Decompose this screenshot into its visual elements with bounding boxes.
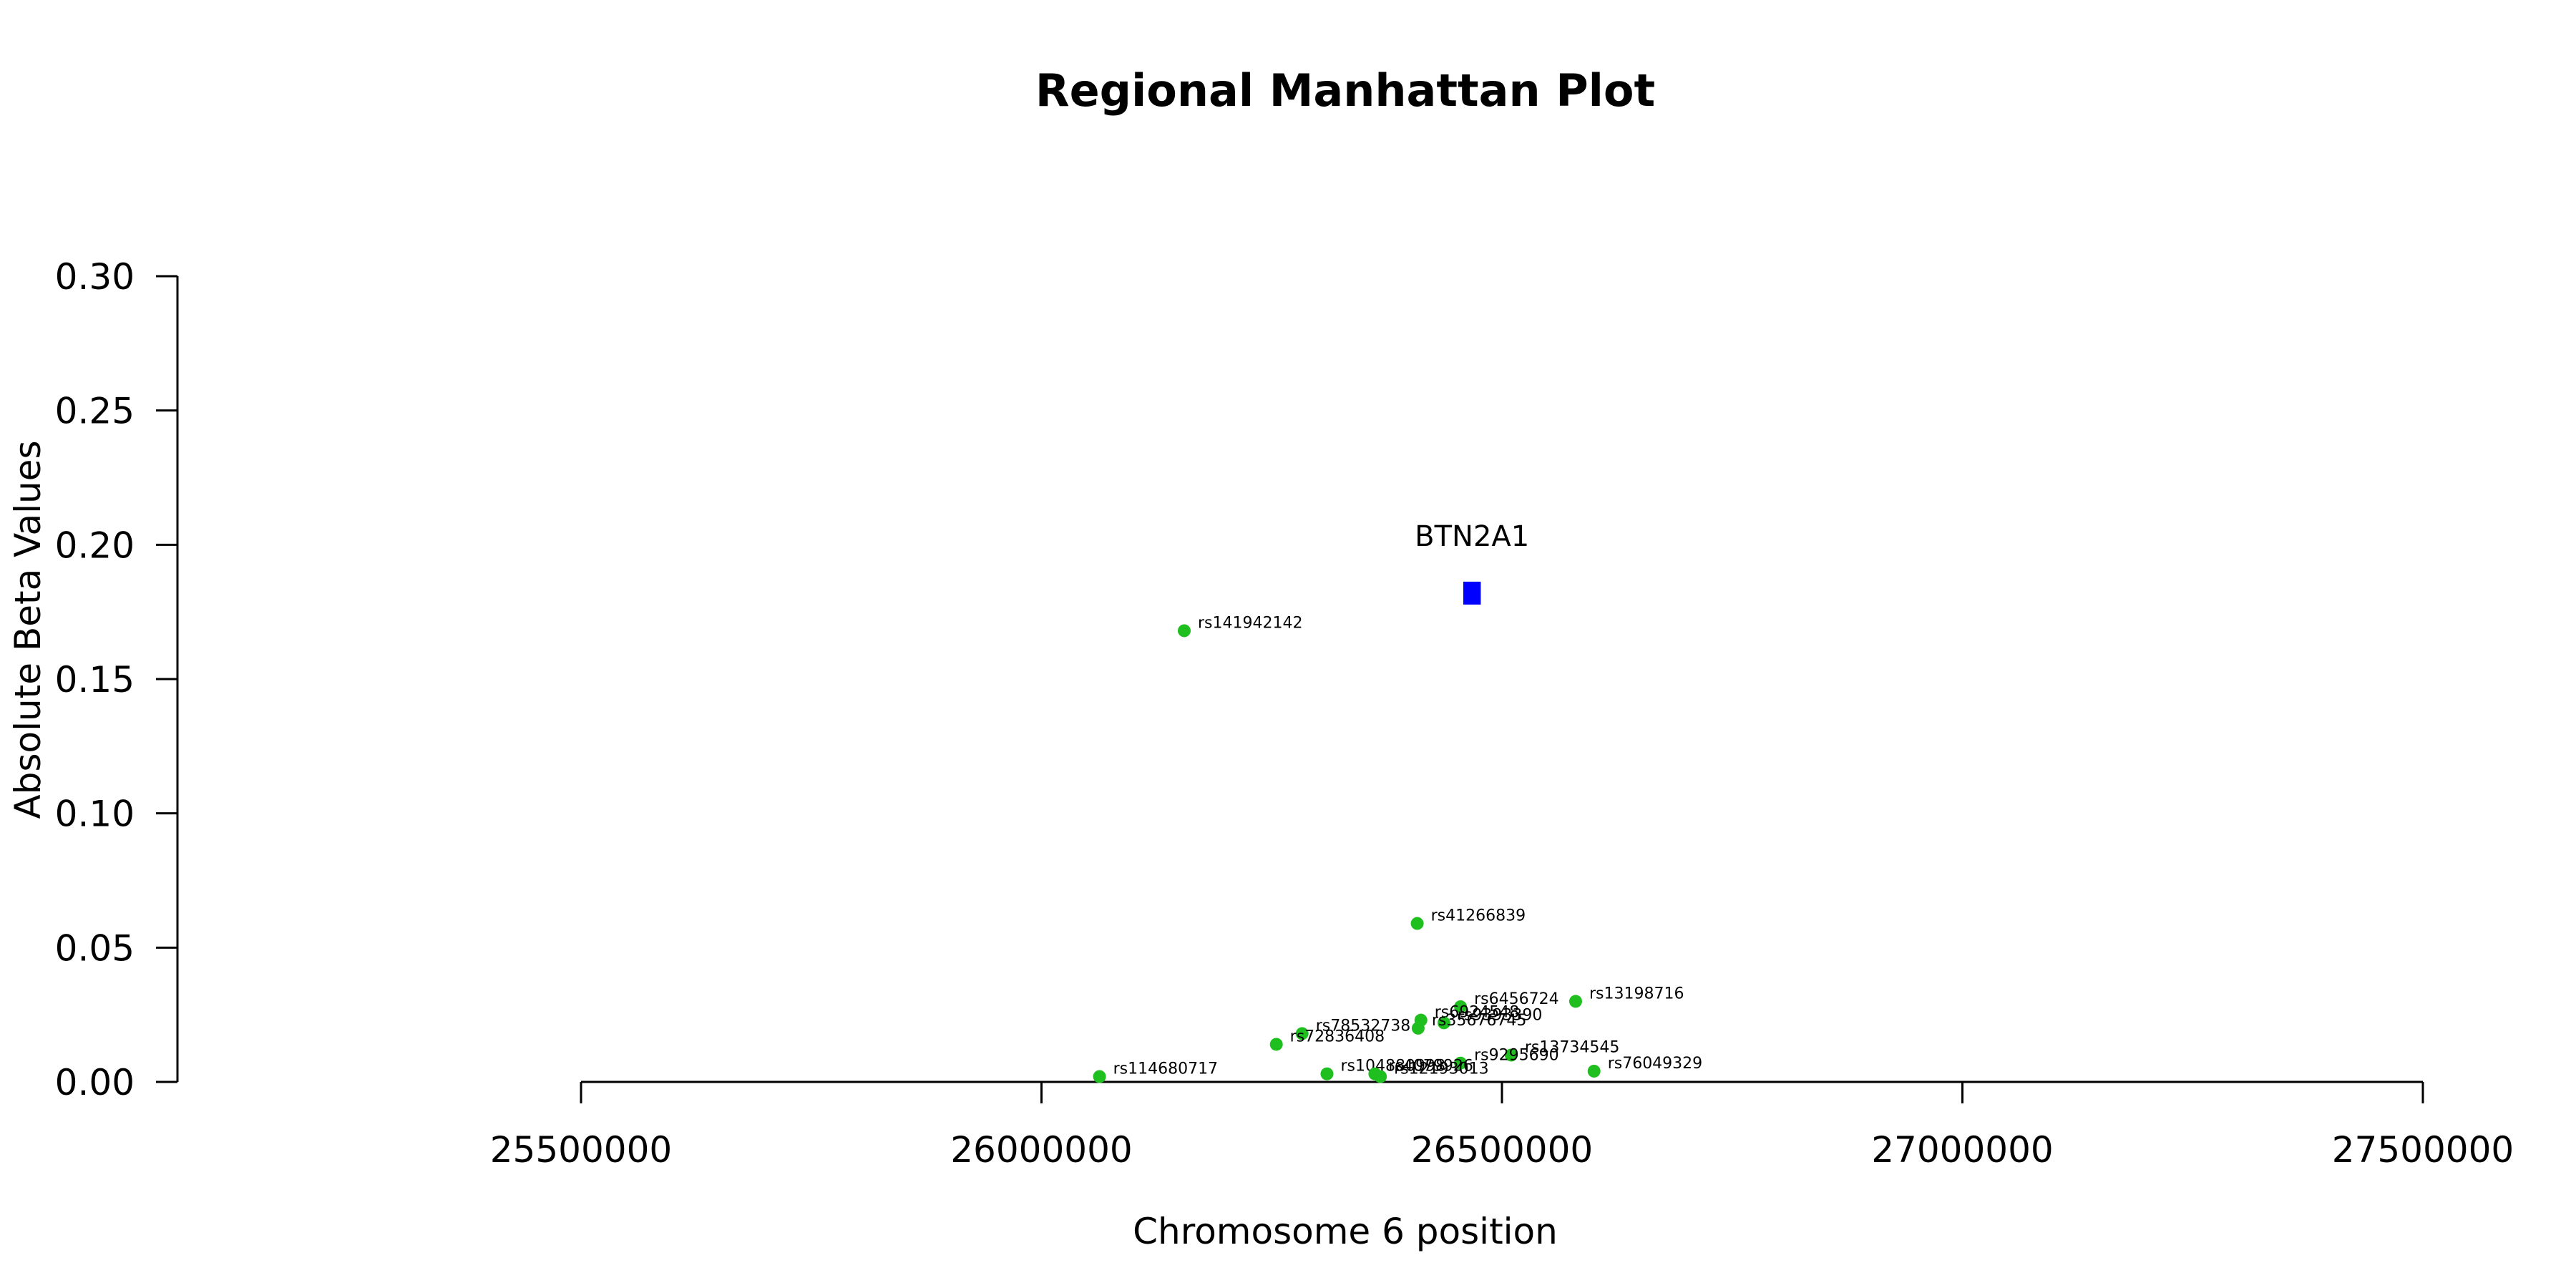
snp-point [1374,1070,1387,1083]
x-tick-label: 27000000 [1871,1129,2054,1171]
x-tick-label: 26000000 [950,1129,1133,1171]
snp-point [1568,995,1582,1008]
snp-point [1454,1056,1468,1070]
gene-label: BTN2A1 [1415,520,1529,553]
snp-label: rs72836408 [1290,1028,1385,1045]
gene-marker [1463,581,1481,605]
x-axis-label: Chromosome 6 position [1133,1211,1558,1252]
snp-point [1411,1021,1425,1035]
snp-label: rs78532738 [1316,1017,1410,1035]
gene-layer: BTN2A1 [1415,520,1529,605]
snp-label: rs114680717 [1113,1060,1218,1078]
snp-point [1295,1027,1309,1040]
y-tick-label: 0.30 [55,256,135,298]
snp-label: rs141942142 [1198,614,1302,632]
snp-point [1437,1016,1450,1030]
snp-label: rs13198716 [1589,985,1684,1002]
snp-label: rs13734545 [1525,1038,1619,1056]
snp-label: rs6456724 [1474,990,1559,1008]
snp-point [1093,1070,1106,1083]
y-axis-label: Absolute Beta Values [7,441,49,819]
x-tick-label: 26500000 [1411,1129,1594,1171]
snp-point [1410,917,1424,930]
snp-label: rs12193013 [1394,1060,1488,1078]
snp-label: rs104880998 [1340,1058,1445,1075]
snp-label: rs35676745 [1432,1012,1526,1030]
chart-title: Regional Manhattan Plot [1035,64,1655,117]
snp-label: rs9393390 [1458,1006,1543,1024]
y-tick-label: 0.25 [55,391,135,432]
points-layer: rs141942142 rs41266839 rs13198716 rs6456724… [1093,614,1702,1083]
snp-point [1454,1000,1468,1013]
x-axis: 25500000 26000000 26500000 27000000 27500000 [490,1080,2514,1171]
snp-label: rs4079926 [1388,1058,1473,1075]
x-tick-label: 25500000 [490,1129,673,1171]
snp-label: rs9295690 [1474,1047,1559,1065]
snp-label: rs76049329 [1608,1055,1702,1073]
y-tick-label: 0.20 [55,525,135,566]
x-tick-label: 27500000 [2332,1129,2514,1171]
y-tick-label: 0.00 [55,1062,135,1103]
y-tick-label: 0.05 [55,927,135,969]
snp-point [1587,1064,1601,1078]
snp-point [1504,1048,1518,1062]
y-tick-label: 0.15 [55,659,135,701]
snp-point [1269,1038,1283,1051]
snp-label: rs41266839 [1431,907,1526,925]
y-axis: 0.00 0.05 0.10 0.15 0.20 0.25 0.30 [55,256,179,1103]
snp-point [1320,1067,1334,1080]
y-tick-label: 0.10 [55,794,135,835]
snp-point [1177,624,1191,638]
